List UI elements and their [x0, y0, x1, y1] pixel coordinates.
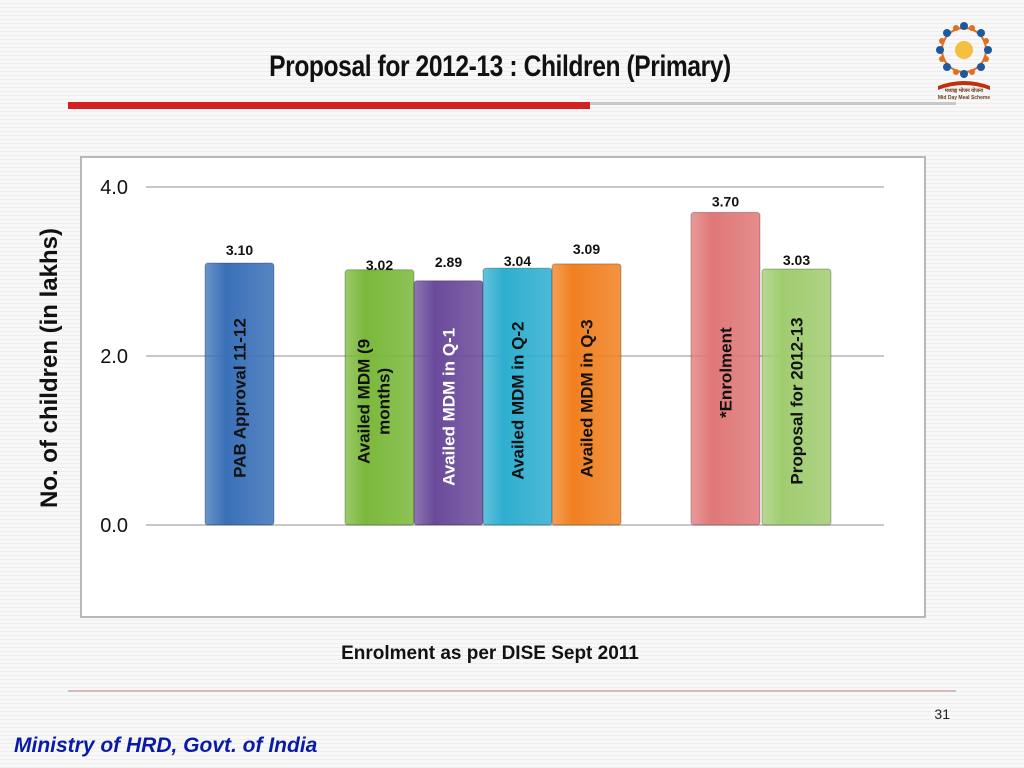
bar-6 — [761, 268, 832, 526]
category-label: Availed MDM in Q-3 — [578, 319, 597, 477]
value-label: 3.04 — [504, 253, 531, 269]
logo-caption: मध्याह्न भोजन योजना Mid Day Meal Scheme — [922, 88, 1006, 102]
chart-caption: Enrolment as per DISE Sept 2011 — [341, 643, 639, 664]
y-axis-ticks: 0.0 2.0 4.0 — [100, 177, 128, 537]
category-label: Availed MDM in Q-1 — [440, 328, 459, 486]
bar-4 — [551, 263, 622, 526]
title-underline-grey — [590, 102, 956, 105]
category-label: Proposal for 2012-13 — [788, 317, 807, 484]
category-label: Availed MDM (9months) — [355, 339, 394, 464]
title-underline-red — [68, 102, 590, 109]
value-label: 2.89 — [435, 254, 462, 270]
bar-5 — [690, 211, 761, 526]
y-tick-label: 2.0 — [100, 346, 128, 368]
value-label: 3.02 — [366, 257, 393, 273]
value-label: 3.10 — [226, 242, 253, 258]
category-label: Availed MDM in Q-2 — [509, 322, 528, 480]
mid-day-meal-logo — [936, 22, 992, 90]
category-label: PAB Approval 11-12 — [231, 318, 250, 478]
logo-caption-hindi: मध्याह्न भोजन योजना — [944, 88, 984, 94]
bars — [204, 211, 832, 526]
bar-labels: 3.10 PAB Approval 11-12 3.02 Availed MDM (9… — [226, 193, 810, 486]
y-tick-label: 4.0 — [100, 177, 128, 199]
ministry-footer: Ministry of HRD, Govt. of India — [14, 734, 318, 757]
bar-0 — [204, 262, 275, 526]
value-label: 3.09 — [573, 241, 600, 257]
logo-caption-english: Mid Day Meal Scheme — [937, 95, 991, 101]
category-label: *Enrolment — [717, 327, 736, 418]
value-label: 3.70 — [712, 193, 739, 209]
y-tick-label: 0.0 — [100, 515, 128, 537]
page-number: 31 — [934, 706, 950, 722]
y-axis-label: No. of children (in lakhs) — [36, 227, 63, 509]
slide-title: Proposal for 2012-13 : Children (Primary… — [269, 50, 731, 83]
value-label: 3.03 — [783, 252, 810, 268]
footer-rule — [68, 690, 956, 692]
